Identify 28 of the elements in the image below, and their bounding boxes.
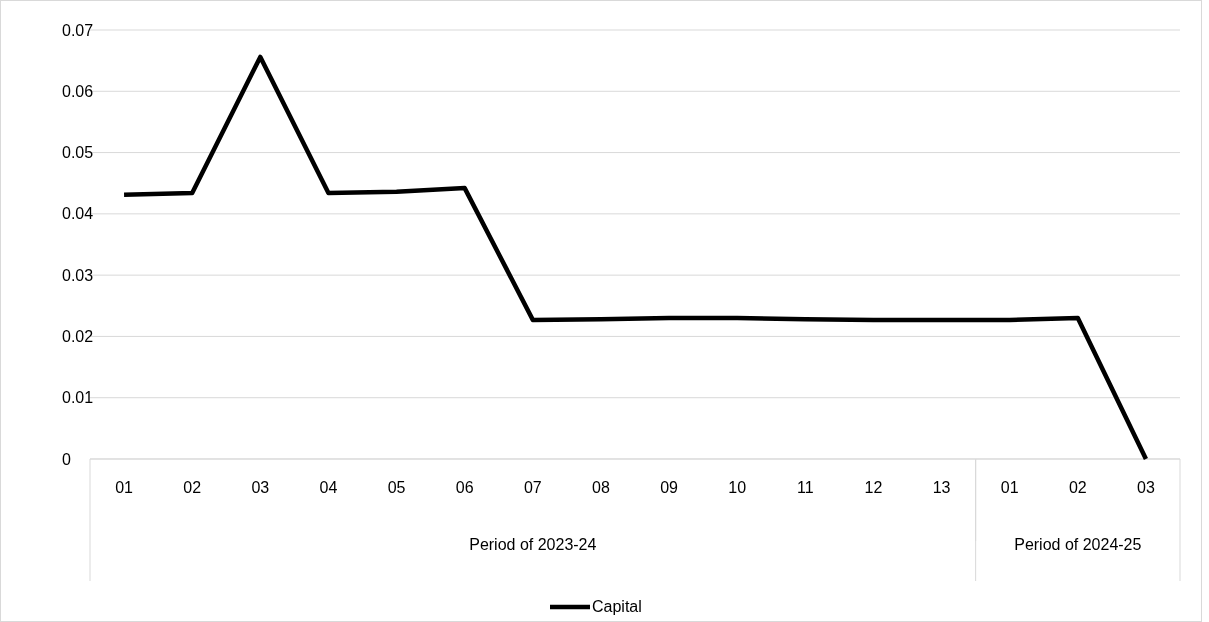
x-tick-label: 12 [864, 479, 883, 496]
line-series [121, 54, 1149, 462]
y-tick-label: 0.05 [62, 144, 94, 162]
y-tick-label: 0.01 [62, 389, 94, 407]
x-tick-label: 10 [728, 479, 747, 496]
x-tick-label: 07 [523, 479, 542, 496]
x-tick-label: 04 [319, 479, 338, 496]
y-tick-label: 0 [62, 450, 71, 468]
y-tick-label: 0.06 [62, 82, 94, 100]
y-tick-label: 0.07 [62, 21, 94, 39]
x-tick-label: 09 [660, 479, 679, 496]
x-tick-label: 05 [387, 479, 406, 496]
text: Period of 2023-24 [469, 536, 597, 553]
x-tick-label: 03 [251, 479, 270, 496]
y-tick-label: 0.04 [62, 205, 94, 223]
x-tick-label: 06 [455, 479, 474, 496]
x-tick-label: 01 [115, 479, 134, 496]
x-tick-label: 08 [592, 479, 610, 496]
x-tick-label: 11 [797, 479, 814, 496]
x-tick-label: 02 [1068, 479, 1087, 496]
y-tick-label: 0.03 [62, 266, 94, 284]
x-tick-label: 02 [183, 479, 202, 496]
x-tick-label: 03 [1137, 479, 1155, 496]
x-tick-label: 01 [1000, 479, 1019, 496]
x-tick-label: 13 [932, 479, 951, 496]
legend-label: Capital [592, 598, 642, 615]
text: Period of 2024-25 [1014, 536, 1142, 553]
y-tick-label: 0.02 [62, 328, 94, 346]
